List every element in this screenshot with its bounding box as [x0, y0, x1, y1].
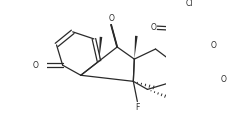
Polygon shape [134, 36, 138, 59]
Text: O: O [150, 23, 156, 32]
Text: O: O [220, 75, 226, 84]
Text: O: O [108, 14, 114, 23]
Text: O: O [210, 42, 216, 50]
Polygon shape [99, 37, 102, 61]
Polygon shape [172, 38, 183, 61]
Text: Cl: Cl [186, 0, 193, 8]
Text: F: F [135, 103, 140, 112]
Text: O: O [33, 61, 39, 70]
